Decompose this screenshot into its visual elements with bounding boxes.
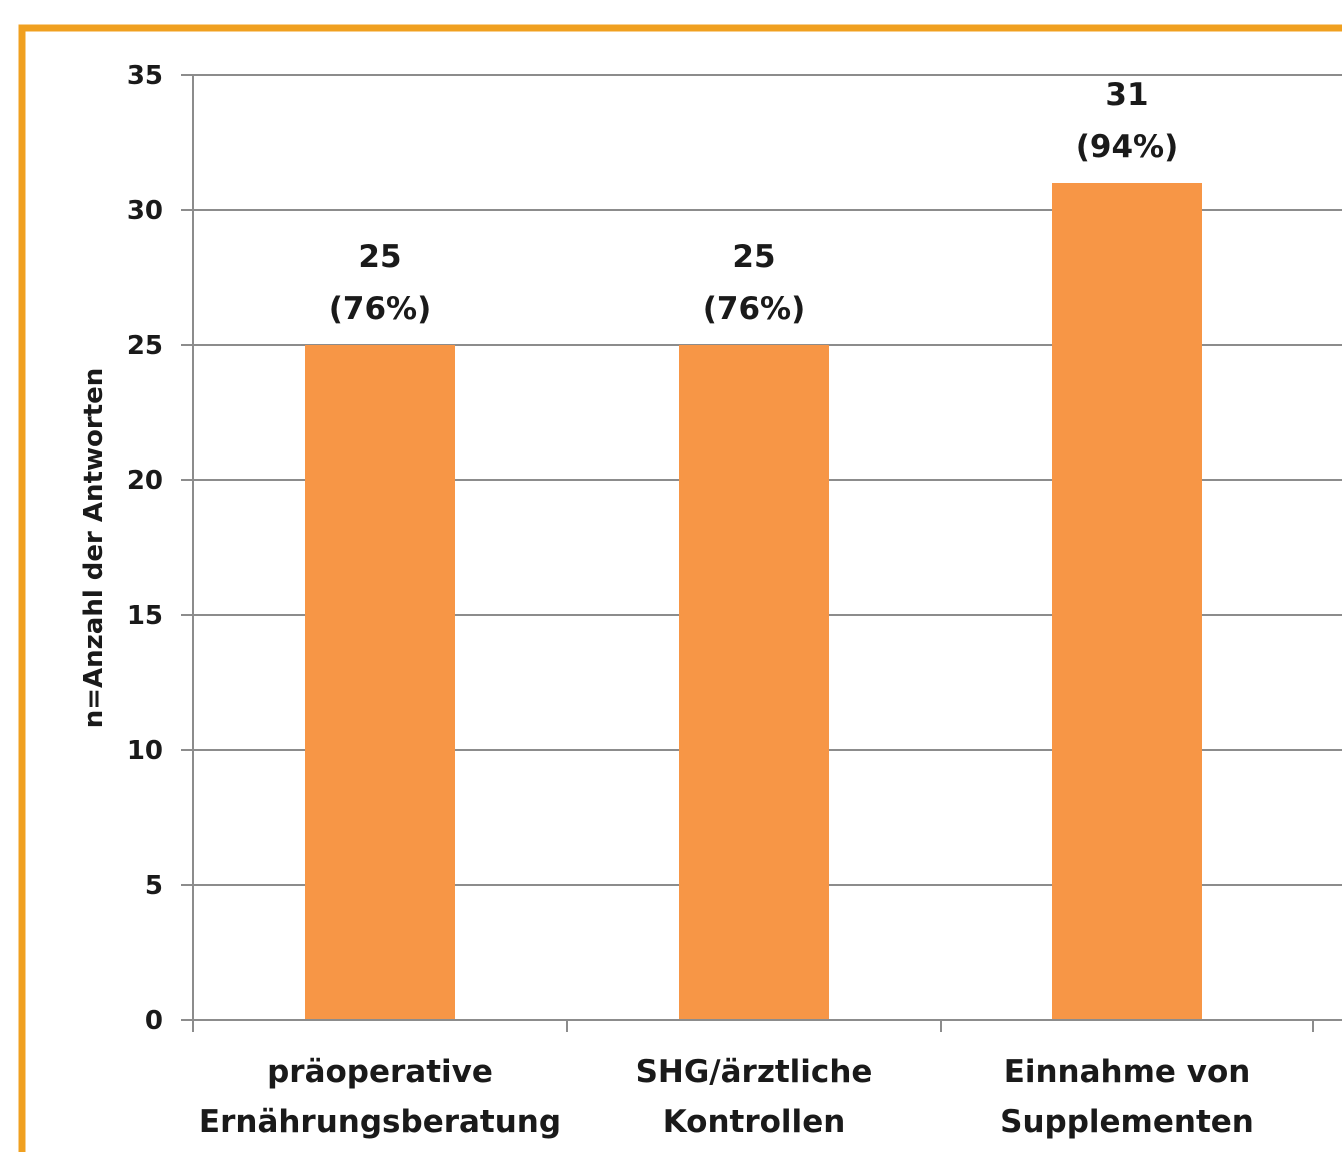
y-tick-label: 0 [145,1006,163,1036]
x-tick-label: Ernährungsberatung [199,1104,561,1140]
bar [1052,183,1202,1020]
y-tick-label: 10 [127,736,163,766]
chart-border [18,24,1342,1156]
bar-percent-label: (94%) [1076,129,1179,165]
y-tick-label: 5 [145,871,163,901]
x-tick-label: SHG/ärztliche [636,1054,873,1090]
y-tick-label: 35 [127,61,163,91]
bar [305,345,455,1020]
y-tick-label: 20 [127,466,163,496]
labels: 0 5 10 15 20 25 30 35 25 (76%) präoperative Ernähru… [127,61,1254,1140]
y-axis-label: n=Anzahl der Antworten [79,368,109,729]
bar-percent-label: (76%) [703,291,806,327]
bar-value-label: 25 [358,239,401,275]
x-tick-label: präoperative [267,1054,493,1090]
x-tick-label: Einnahme von [1004,1054,1251,1090]
y-tick-label: 15 [127,601,163,631]
bars [305,183,1202,1020]
bar [679,345,829,1020]
bar-percent-label: (76%) [329,291,432,327]
axes [181,74,1342,1032]
x-tick-label: Kontrollen [663,1104,846,1140]
y-tick-label: 25 [127,331,163,361]
bar-value-label: 31 [1105,77,1148,113]
y-tick-label: 30 [127,196,163,226]
bar-value-label: 25 [732,239,775,275]
x-tick-label: Supplementen [1000,1104,1254,1140]
